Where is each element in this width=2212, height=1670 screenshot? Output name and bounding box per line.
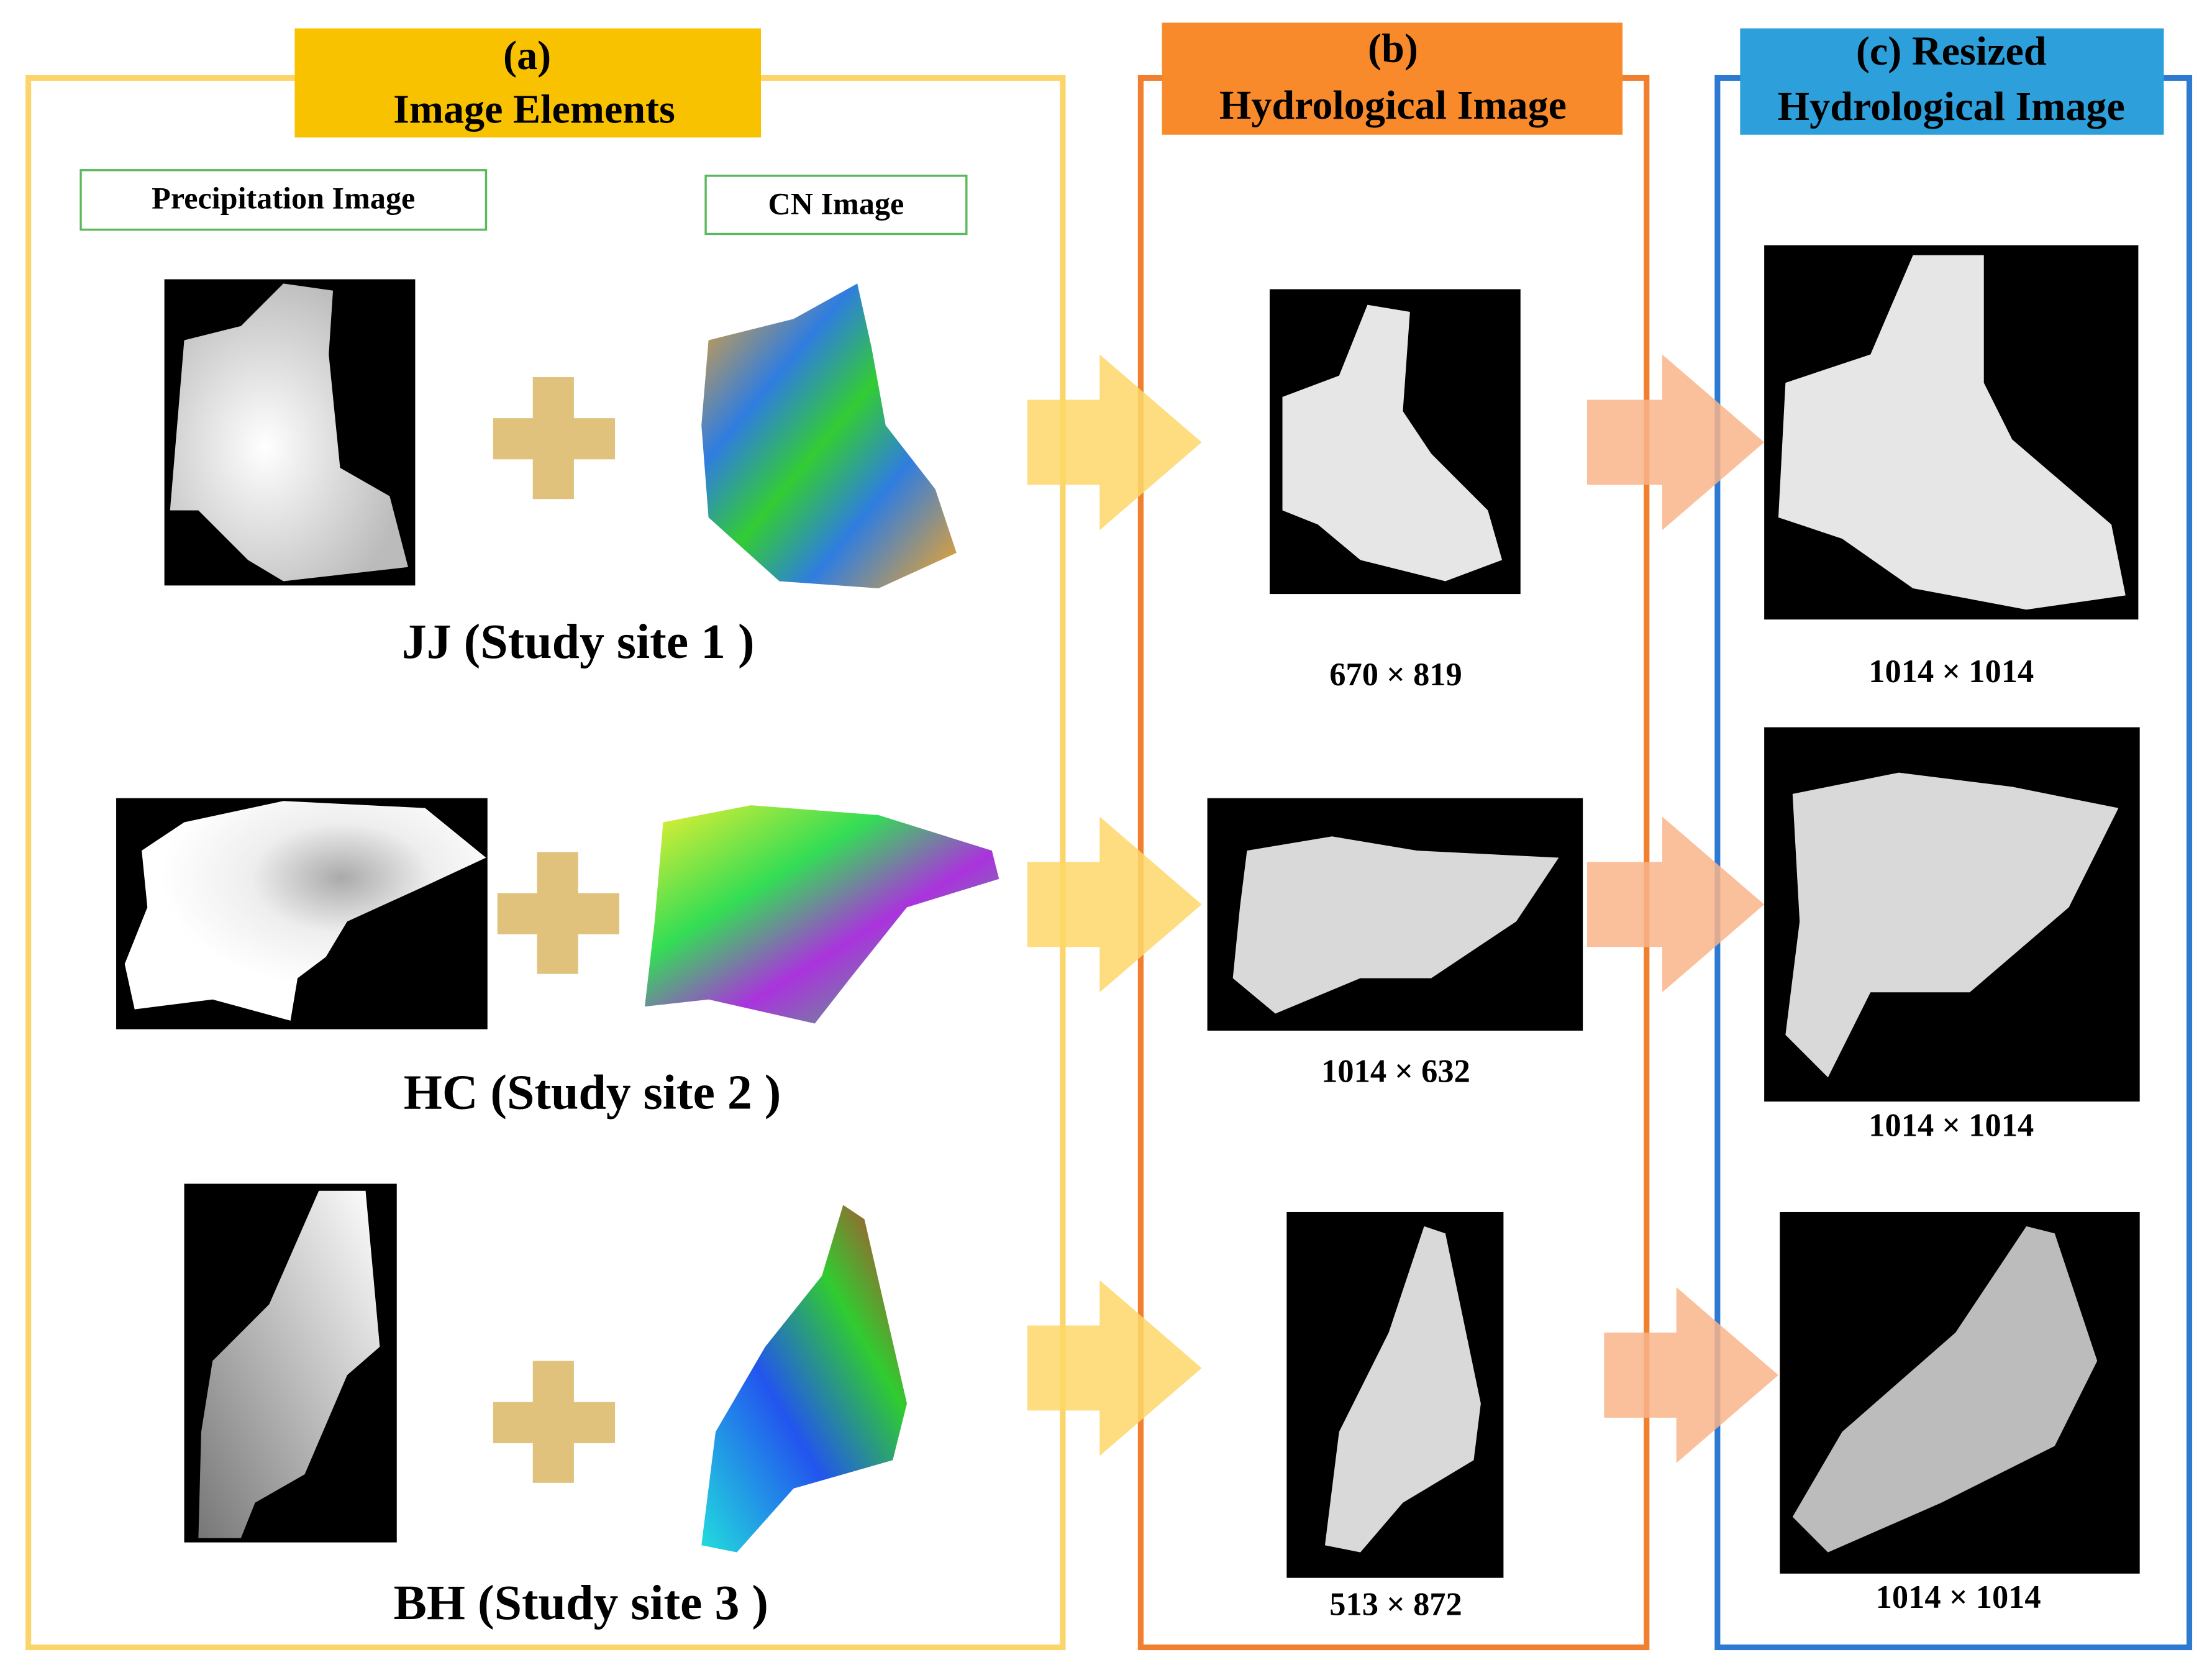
panel-title: Image Elements xyxy=(393,87,675,132)
panel-title: Hydrological Image xyxy=(1219,83,1567,128)
panel-title: (b) xyxy=(1368,26,1418,71)
layout xyxy=(25,22,2193,1651)
panel-title: (a) xyxy=(503,33,551,78)
size-label: 513 × 872 xyxy=(1329,1587,1462,1623)
panel-title: Hydrological Image xyxy=(1778,84,2125,129)
cn-image xyxy=(644,805,999,1024)
label-box xyxy=(704,175,968,235)
site-label: HC (Study site 2 ) xyxy=(404,1065,781,1120)
size-label: 1014 × 1014 xyxy=(1868,1107,2034,1143)
size-label: 1014 × 1014 xyxy=(1868,654,2034,690)
panel-c-title-box xyxy=(1740,28,2164,135)
size-label: 1014 × 1014 xyxy=(1876,1579,2041,1615)
site-label: BH (Study site 3 ) xyxy=(394,1576,768,1630)
panel-a-title-box xyxy=(294,28,762,138)
column-label: Precipitation Image xyxy=(152,181,415,216)
plus xyxy=(493,376,619,1483)
label-box xyxy=(80,169,488,231)
panel-title: (c) Resized xyxy=(1856,29,2047,74)
arrow xyxy=(1027,354,1202,1456)
column-label: CN Image xyxy=(768,186,904,221)
cn-image xyxy=(701,1205,907,1553)
site-label: JJ (Study site 1 ) xyxy=(402,614,755,669)
size-label: 1014 × 632 xyxy=(1321,1054,1470,1090)
size-label: 670 × 819 xyxy=(1329,657,1462,693)
arrow xyxy=(1586,354,1778,1463)
cn-image xyxy=(701,283,957,588)
panel-b-title-box xyxy=(1162,22,1623,135)
